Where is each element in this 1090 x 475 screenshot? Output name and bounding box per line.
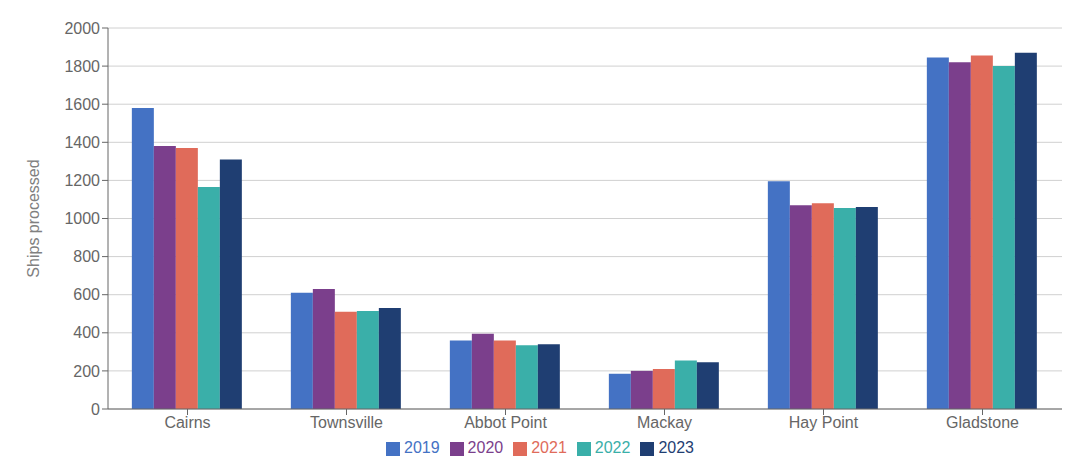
html-text:2020: 2020 xyxy=(467,439,504,456)
svg-text:Mackay: Mackay xyxy=(637,414,692,431)
html-text:2023: 2023 xyxy=(658,439,694,456)
svg-text:200: 200 xyxy=(73,363,100,380)
svg-text:1000: 1000 xyxy=(64,210,100,227)
svg-text:600: 600 xyxy=(73,286,100,303)
html-text:2022: 2022 xyxy=(594,439,631,456)
html-text:2019: 2019 xyxy=(404,439,440,456)
svg-text:Hay Point: Hay Point xyxy=(789,414,859,431)
svg-text:1800: 1800 xyxy=(64,58,100,75)
svg-text:800: 800 xyxy=(73,248,100,265)
svg-text:Cairns: Cairns xyxy=(164,414,210,431)
html-text:2021: 2021 xyxy=(531,439,567,456)
svg-text:Abbot Point: Abbot Point xyxy=(464,414,547,431)
svg-text:0: 0 xyxy=(91,401,100,418)
svg-text:Gladstone: Gladstone xyxy=(946,414,1019,431)
svg-text:Townsville: Townsville xyxy=(310,414,383,431)
svg-text:2000: 2000 xyxy=(64,20,100,37)
svg-text:1200: 1200 xyxy=(64,172,100,189)
svg-text:1600: 1600 xyxy=(64,96,100,113)
svg-text:Ships processed: Ships processed xyxy=(25,159,42,277)
svg-text:1400: 1400 xyxy=(64,134,100,151)
svg-text:400: 400 xyxy=(73,324,100,341)
